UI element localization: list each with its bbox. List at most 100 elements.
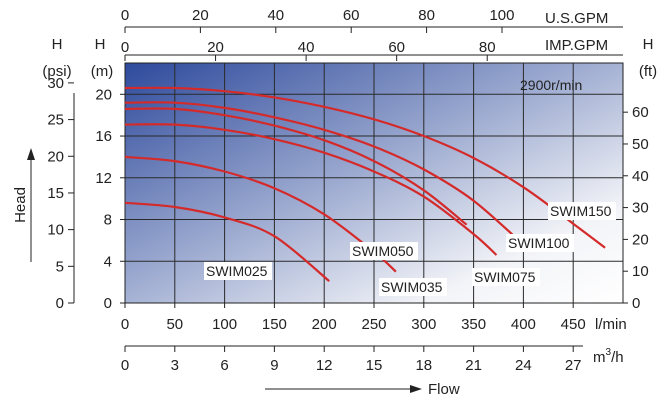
impgpm-tick-label: 40 <box>298 39 315 56</box>
series-label-box <box>204 262 272 280</box>
series-label-box <box>506 234 574 252</box>
m-tick-label: 12 <box>95 170 112 187</box>
series-label-swim100: SWIM100 <box>506 234 574 252</box>
m-axis-label-unit: (m) <box>91 63 114 80</box>
m3h-tick-label: 3 <box>171 357 179 374</box>
m3h-tick-label: 12 <box>316 357 333 374</box>
impgpm-axis-label: IMP.GPM <box>545 37 608 54</box>
lmin-tick-label: 100 <box>212 316 237 333</box>
lmin-axis-label: l/min <box>595 316 627 333</box>
m3h-tick-label: 6 <box>220 357 228 374</box>
series-label-text: SWIM035 <box>381 279 443 295</box>
psi-tick-label: 5 <box>56 258 64 275</box>
top-axis-usgpm: 0 20 40 60 80 100 U.S.GPM <box>121 7 623 33</box>
lmin-tick-label: 400 <box>511 316 536 333</box>
m-tick-label: 16 <box>95 128 112 145</box>
m3h-tick-label: 9 <box>270 357 278 374</box>
m-tick-label: 20 <box>95 86 112 103</box>
lmin-tick-label: 350 <box>461 316 486 333</box>
head-arrow-head <box>27 148 35 160</box>
m3h-tick-label: 18 <box>415 357 432 374</box>
usgpm-tick-label: 60 <box>343 7 360 24</box>
usgpm-tick-label: 80 <box>418 7 435 24</box>
m3h-tick-label: 21 <box>465 357 482 374</box>
ft-tick-label: 0 <box>632 295 640 312</box>
lmin-tick-label: 200 <box>312 316 337 333</box>
impgpm-tick-label: 80 <box>479 39 496 56</box>
m-axis-label-top: H <box>95 36 106 53</box>
psi-tick-label: 15 <box>47 185 64 202</box>
head-label: Head <box>12 187 29 223</box>
lmin-tick-label: 450 <box>561 316 586 333</box>
series-label-text: SWIM050 <box>352 243 414 259</box>
series-label-text: SWIM100 <box>508 235 570 251</box>
usgpm-tick-label: 20 <box>192 7 209 24</box>
lmin-tick-label: 300 <box>411 316 436 333</box>
curve-swim100 <box>124 101 525 246</box>
usgpm-tick-label: 100 <box>489 7 514 24</box>
m3h-tick-label: 24 <box>515 357 532 374</box>
head-axis-title: Head <box>12 148 35 262</box>
m-tick-label: 8 <box>104 212 112 229</box>
bottom-axis-m3h: 0 3 6 9 12 15 18 21 24 27 m3/h <box>121 345 624 374</box>
lmin-tick-label: 150 <box>262 316 287 333</box>
top-axis-impgpm: 0 20 40 60 80 IMP.GPM <box>121 37 623 61</box>
series-label-box <box>379 278 447 296</box>
usgpm-tick-label: 0 <box>121 7 129 24</box>
right-axis-feet: 0 10 20 30 40 50 60 H (ft) <box>623 36 657 312</box>
speed-annotation: 2900r/min <box>520 77 582 93</box>
flow-axis-title: Flow <box>265 381 460 398</box>
lmin-tick-label: 0 <box>121 316 129 333</box>
curve-swim150 <box>124 86 606 249</box>
psi-tick-label: 30 <box>47 75 64 92</box>
ft-tick-label: 40 <box>632 168 649 185</box>
ft-tick-label: 50 <box>632 136 649 153</box>
series-label-swim075: SWIM075 <box>472 268 540 286</box>
psi-axis-label-top: H <box>52 36 63 53</box>
ft-tick-label: 30 <box>632 200 649 217</box>
series-label-swim035: SWIM035 <box>379 278 447 296</box>
bottom-axis-lmin: 0 50 100 150 200 250 300 350 400 450 l/min <box>121 303 627 333</box>
ft-tick-label: 10 <box>632 263 649 280</box>
left-axis-psi: 0 5 10 15 20 25 30 H (psi) <box>42 36 75 312</box>
curve-swim075 <box>124 123 498 256</box>
ft-axis-label-unit: (ft) <box>639 63 657 80</box>
left-axis-meters: 0 4 8 12 16 20 H (m) <box>91 36 125 312</box>
psi-tick-label: 25 <box>47 112 64 129</box>
m3h-axis-label: m3/h <box>593 347 624 366</box>
m3h-tick-label: 15 <box>366 357 383 374</box>
m3h-tick-label: 0 <box>121 357 129 374</box>
series-label-text: SWIM150 <box>550 203 612 219</box>
series-label-box <box>350 242 418 260</box>
m-tick-label: 4 <box>104 253 112 270</box>
ft-tick-label: 60 <box>632 104 649 121</box>
series-label-swim050: SWIM050 <box>350 242 418 260</box>
usgpm-tick-label: 40 <box>267 7 284 24</box>
m3h-tick-label: 27 <box>565 357 582 374</box>
m-tick-label: 0 <box>104 295 112 312</box>
usgpm-axis-label: U.S.GPM <box>545 10 608 27</box>
flow-label: Flow <box>428 381 460 398</box>
psi-tick-label: 10 <box>47 222 64 239</box>
series-label-box <box>548 202 616 220</box>
series-label-text: SWIM025 <box>206 263 268 279</box>
lmin-tick-label: 250 <box>361 316 386 333</box>
pump-curves <box>124 86 606 282</box>
series-label-swim150: SWIM150 <box>548 202 616 220</box>
psi-tick-label: 0 <box>56 295 64 312</box>
impgpm-tick-label: 60 <box>388 39 405 56</box>
impgpm-tick-label: 20 <box>207 39 224 56</box>
grid <box>125 63 623 303</box>
series-label-swim025: SWIM025 <box>204 262 272 280</box>
lmin-tick-label: 50 <box>166 316 183 333</box>
flow-arrow-head <box>410 385 422 393</box>
psi-axis-label-unit: (psi) <box>42 63 71 80</box>
series-labels: SWIM025 SWIM035 SWIM050 SWIM075 SWIM100 SWIM1… <box>204 202 616 296</box>
series-label-text: SWIM075 <box>474 269 536 285</box>
ft-axis-label-top: H <box>643 36 654 53</box>
curve-swim025 <box>124 201 330 282</box>
curve-swim050 <box>124 107 468 226</box>
impgpm-tick-label: 0 <box>121 39 129 56</box>
psi-tick-label: 20 <box>47 148 64 165</box>
